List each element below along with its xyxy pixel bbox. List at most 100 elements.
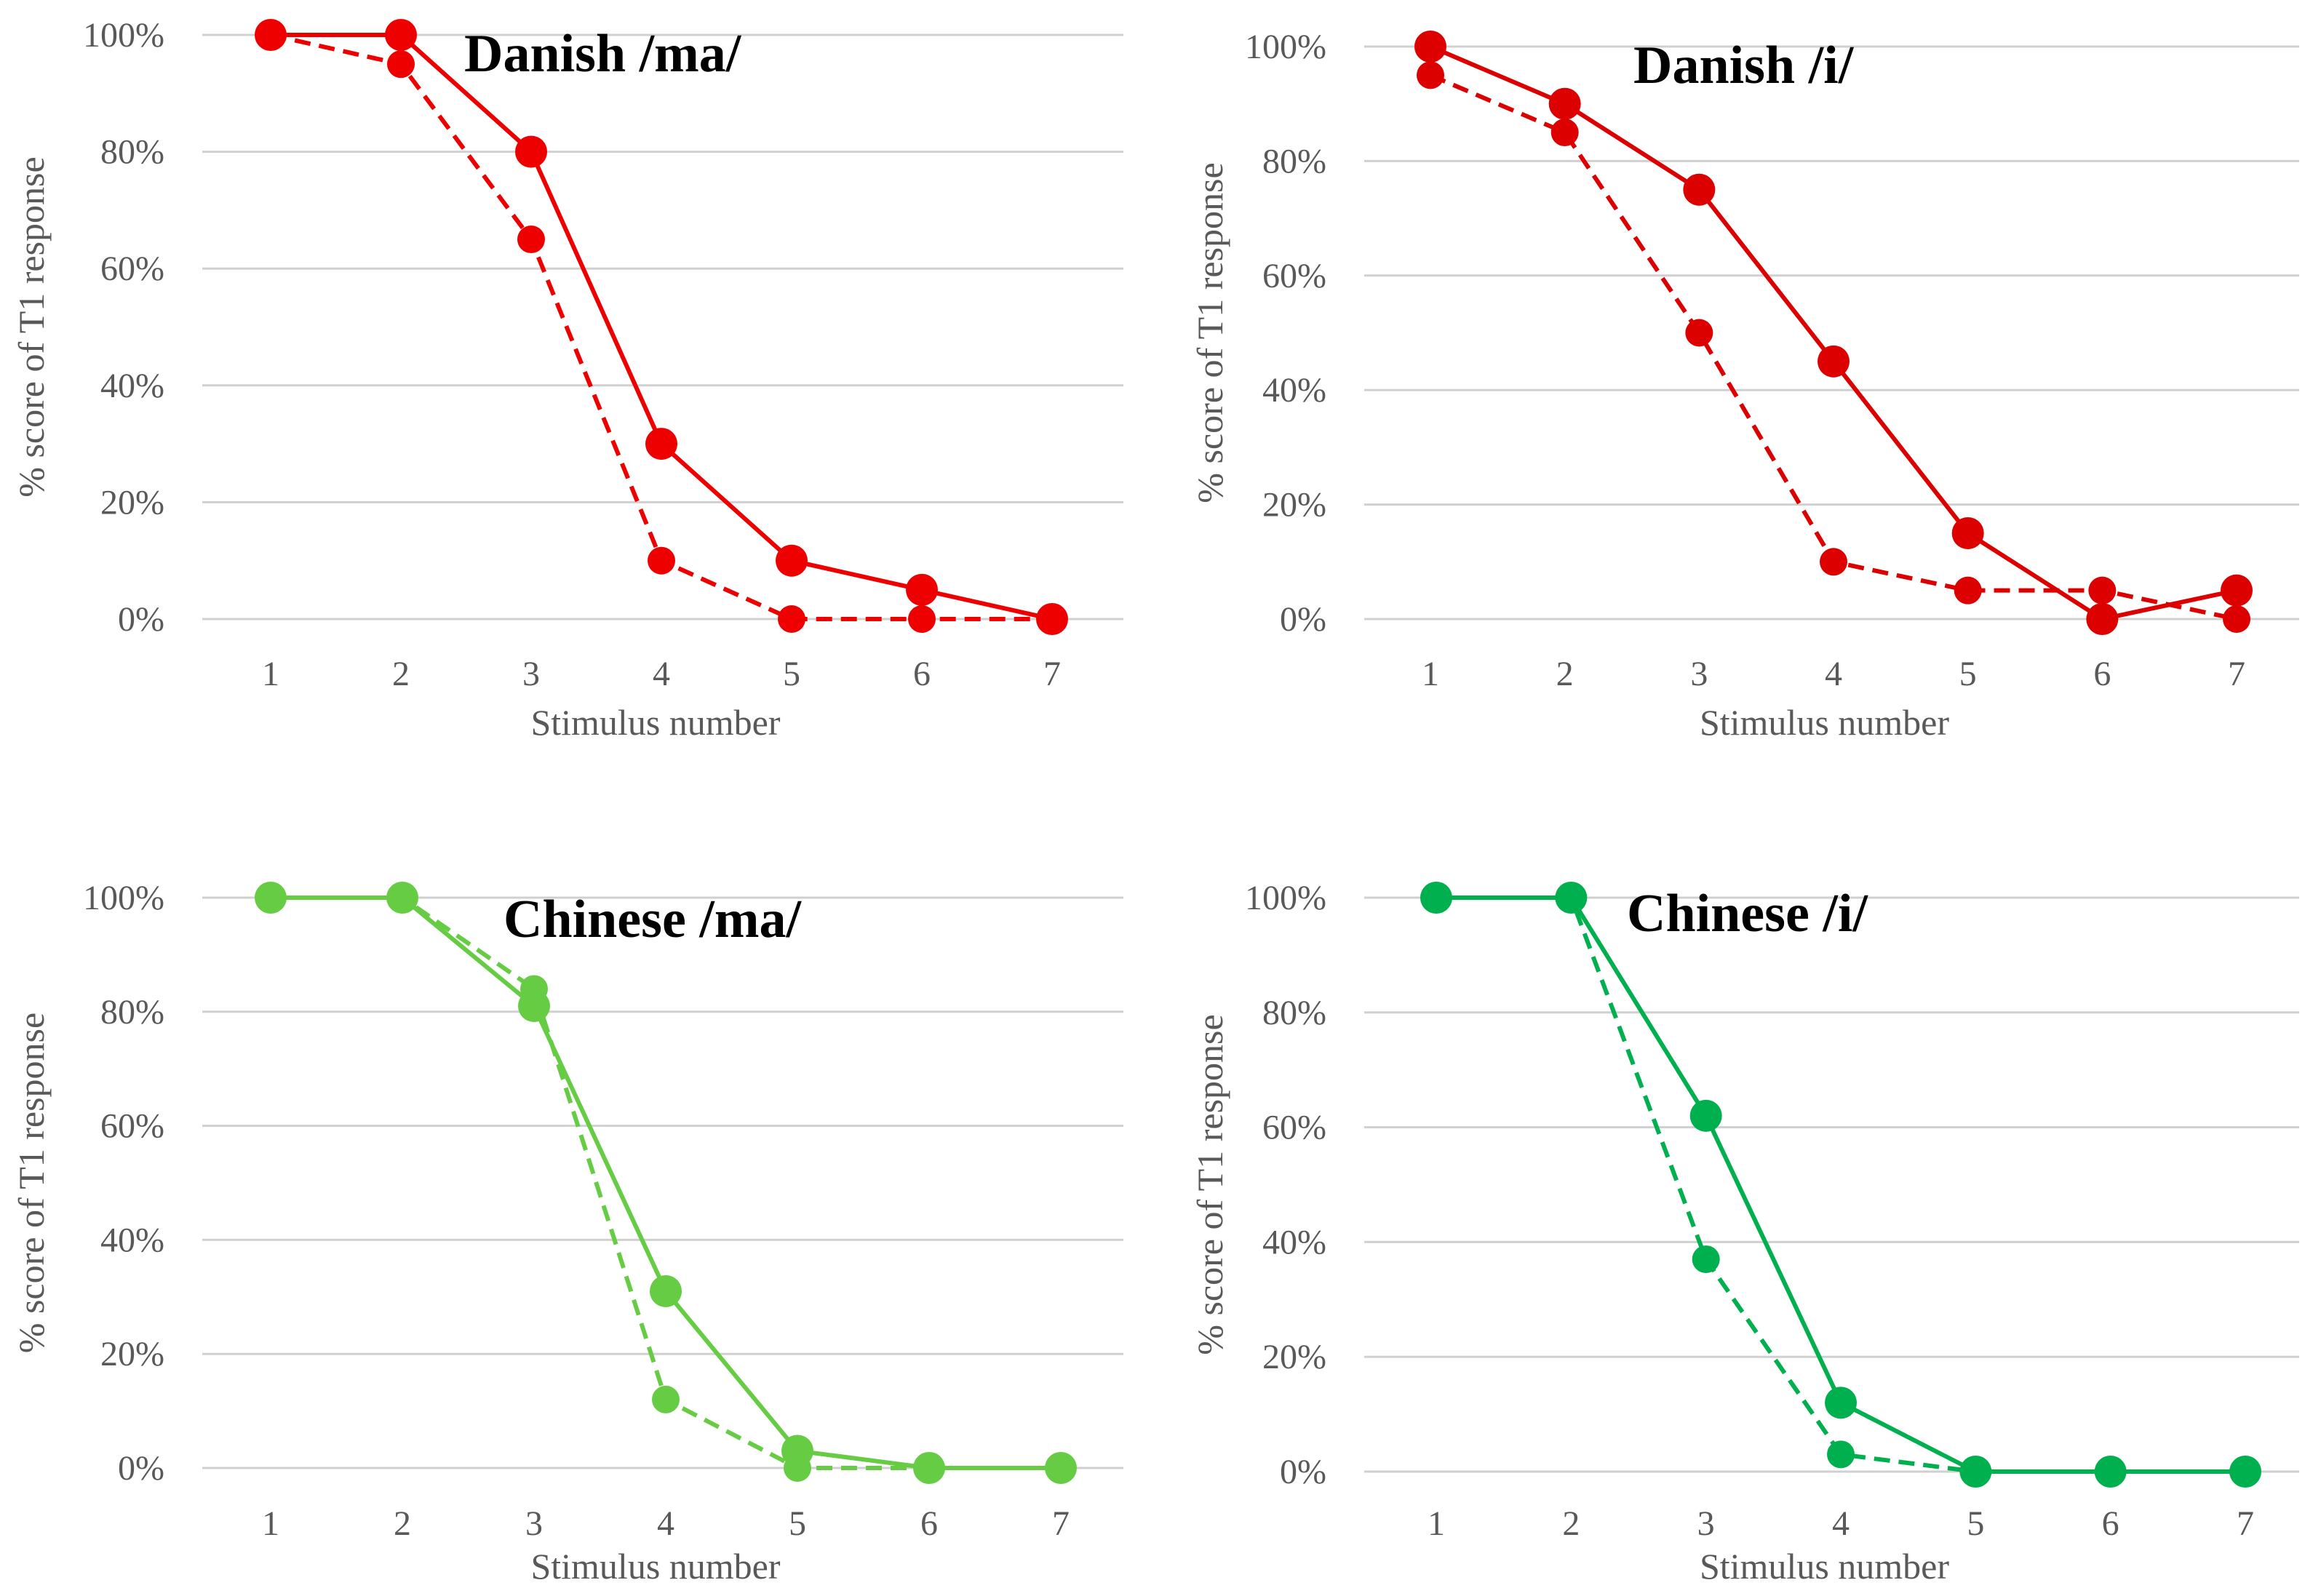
gridlines bbox=[202, 896, 1123, 1469]
data-point-solid bbox=[1689, 1099, 1722, 1132]
data-point-dashed bbox=[1962, 1458, 1990, 1485]
data-point-dashed bbox=[1820, 548, 1847, 576]
data-point-solid bbox=[776, 544, 808, 577]
gridlines bbox=[202, 33, 1123, 621]
x-tick-label: 4 bbox=[653, 655, 670, 693]
x-tick-label: 3 bbox=[522, 655, 540, 693]
x-tick-label: 5 bbox=[1967, 1504, 1984, 1543]
chart-title: Danish /ma/ bbox=[464, 24, 742, 84]
data-point-dashed bbox=[1685, 319, 1713, 347]
y-tick-label: 20% bbox=[100, 483, 164, 522]
data-point-solid bbox=[2086, 603, 2119, 635]
series-line-dashed bbox=[1436, 895, 2245, 1474]
data-point-solid bbox=[385, 19, 417, 51]
x-tick-label: 3 bbox=[1690, 655, 1708, 693]
series-line-dashed bbox=[270, 33, 1052, 621]
x-tick-label: 7 bbox=[2237, 1504, 2254, 1543]
y-tick-label: 100% bbox=[1245, 28, 1326, 66]
y-tick-label: 80% bbox=[1262, 994, 1326, 1032]
x-tick-label: 7 bbox=[2228, 655, 2245, 693]
chart-title: Danish /i/ bbox=[1633, 36, 1855, 95]
data-point-dashed bbox=[648, 546, 675, 575]
x-tick-label: 1 bbox=[262, 655, 279, 693]
data-point-dashed bbox=[2232, 1458, 2259, 1485]
y-tick-label: 0% bbox=[118, 600, 164, 639]
data-point-solid bbox=[515, 135, 547, 168]
chart-title: Chinese /i/ bbox=[1627, 884, 1868, 943]
data-point-solid bbox=[1951, 516, 1984, 549]
x-tick-label: 6 bbox=[2093, 655, 2111, 693]
x-tick-label: 3 bbox=[1697, 1504, 1715, 1543]
x-tick-label: 6 bbox=[920, 1504, 938, 1543]
y-tick-label: 80% bbox=[100, 993, 164, 1032]
y-tick-label: 0% bbox=[1280, 600, 1326, 639]
x-axis-label: Stimulus number bbox=[1700, 702, 1949, 743]
data-point-solid bbox=[645, 428, 677, 460]
x-tick-label: 1 bbox=[1428, 1504, 1445, 1543]
y-tick-label: 80% bbox=[100, 133, 164, 172]
data-point-solid bbox=[1825, 1386, 1857, 1419]
data-point-dashed bbox=[2223, 605, 2250, 633]
x-tick-label: 3 bbox=[525, 1504, 543, 1543]
series-line-solid bbox=[271, 33, 1053, 621]
series-line-dashed bbox=[271, 895, 1061, 1470]
data-point-dashed bbox=[2088, 576, 2117, 605]
y-tick-label: 60% bbox=[1262, 1109, 1326, 1147]
x-tick-label: 4 bbox=[657, 1504, 674, 1543]
data-point-dashed bbox=[1954, 576, 1982, 605]
x-tick-label: 7 bbox=[1052, 1504, 1070, 1543]
x-tick-label: 1 bbox=[1422, 655, 1439, 693]
x-tick-label: 7 bbox=[1043, 655, 1061, 693]
chart-panel-danish-ma: 0% 20% 40% 60% 80% 100% 1 2 3 4 5 6 7 Danish /ma/Stim… bbox=[11, 16, 1123, 743]
y-tick-label: 40% bbox=[100, 1221, 164, 1259]
x-tick-label: 4 bbox=[1832, 1504, 1850, 1543]
data-point-solid bbox=[650, 1274, 682, 1307]
x-tick-label: 1 bbox=[262, 1504, 279, 1543]
x-tick-label: 2 bbox=[392, 655, 410, 693]
series-line-solid bbox=[1436, 895, 2245, 1474]
data-point-solid bbox=[1818, 345, 1850, 378]
data-point-dashed bbox=[1557, 884, 1585, 911]
y-tick-label: 100% bbox=[83, 879, 164, 917]
x-tick-label: 6 bbox=[2102, 1504, 2119, 1543]
x-tick-label: 5 bbox=[1959, 655, 1977, 693]
data-point-dashed bbox=[1038, 605, 1066, 633]
chart-panel-danish-i: 0% 20% 40% 60% 80% 100% 1 2 3 4 5 6 7 Danish /i/Stimu… bbox=[1190, 28, 2299, 743]
data-point-dashed bbox=[1550, 119, 1579, 147]
y-tick-label: 20% bbox=[100, 1335, 164, 1373]
data-point-dashed bbox=[1827, 1440, 1855, 1469]
data-point-dashed bbox=[517, 226, 545, 254]
x-tick-label: 2 bbox=[1556, 655, 1574, 693]
y-axis-label: % score of T1 response bbox=[1190, 1014, 1230, 1354]
data-point-dashed bbox=[257, 21, 284, 49]
data-point-dashed bbox=[2096, 1458, 2125, 1485]
x-tick-label: 2 bbox=[1562, 1504, 1580, 1543]
y-tick-label: 40% bbox=[100, 367, 164, 405]
x-axis-label: Stimulus number bbox=[530, 1546, 780, 1587]
gridlines bbox=[1364, 896, 2299, 1473]
data-point-solid bbox=[1548, 87, 1581, 120]
data-point-dashed bbox=[389, 884, 416, 911]
y-tick-label: 100% bbox=[83, 16, 164, 55]
y-tick-label: 60% bbox=[100, 1107, 164, 1146]
y-tick-label: 40% bbox=[1262, 371, 1326, 410]
series-line-solid bbox=[271, 895, 1061, 1470]
data-point-dashed bbox=[1692, 1245, 1720, 1274]
y-tick-label: 80% bbox=[1262, 142, 1326, 180]
chart-panel-chinese-ma: 0% 20% 40% 60% 80% 100% 1 2 3 4 5 6 7 Chinese /ma/Sti… bbox=[11, 879, 1123, 1587]
y-tick-label: 60% bbox=[100, 250, 164, 288]
y-axis-label: % score of T1 response bbox=[11, 1013, 52, 1353]
data-point-dashed bbox=[257, 884, 284, 911]
y-tick-label: 0% bbox=[118, 1449, 164, 1488]
data-point-dashed bbox=[1417, 61, 1444, 89]
data-point-solid bbox=[906, 573, 938, 606]
data-point-solid bbox=[1414, 31, 1446, 63]
data-point-dashed bbox=[1422, 884, 1450, 911]
y-tick-label: 20% bbox=[1262, 486, 1326, 524]
data-point-dashed bbox=[387, 50, 415, 79]
data-point-dashed bbox=[778, 605, 805, 633]
x-tick-label: 2 bbox=[394, 1504, 411, 1543]
x-axis-label: Stimulus number bbox=[1700, 1546, 1949, 1587]
data-point-dashed bbox=[915, 1454, 943, 1482]
